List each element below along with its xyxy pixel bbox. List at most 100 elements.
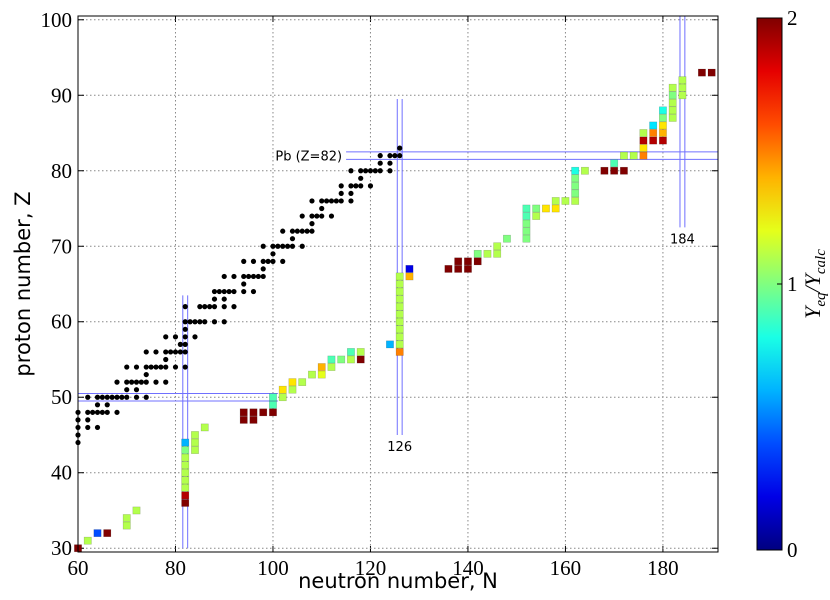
ratio-cell <box>327 363 336 371</box>
ratio-cell <box>386 340 394 349</box>
ratio-cell <box>317 370 326 379</box>
stable-nucleus <box>153 364 159 370</box>
colorbar-tick-label: 1 <box>787 272 798 296</box>
stable-nucleus <box>314 213 320 219</box>
stable-nucleus <box>158 364 164 370</box>
stable-nucleus <box>99 394 105 400</box>
y-tick-label: 60 <box>51 310 72 334</box>
stable-nucleus <box>241 288 247 295</box>
stable-nucleus <box>148 364 154 370</box>
stable-nucleus <box>304 228 310 234</box>
ratio-cell <box>454 265 463 273</box>
stable-nucleus <box>250 258 257 264</box>
ratio-cell <box>356 355 365 364</box>
ratio-cell <box>493 242 502 251</box>
ratio-cell <box>464 257 472 266</box>
y-tick-label: 40 <box>51 461 72 485</box>
stable-nucleus <box>202 319 208 325</box>
stable-nucleus <box>246 273 252 280</box>
stable-nucleus <box>197 319 203 325</box>
stable-nucleus <box>163 379 169 385</box>
ratio-cell <box>600 166 609 175</box>
stable-nucleus <box>109 394 115 400</box>
stable-nucleus <box>85 424 91 431</box>
stable-nucleus <box>85 409 91 415</box>
stable-nucleus <box>182 334 188 340</box>
y-tick-label: 80 <box>51 159 72 183</box>
stable-nucleus <box>338 183 344 189</box>
stable-nucleus <box>182 364 188 370</box>
ratio-cell <box>181 453 190 462</box>
ratio-cell <box>473 257 482 266</box>
ratio-cell <box>395 317 404 326</box>
stable-nucleus <box>260 273 266 280</box>
stable-nucleus <box>319 205 325 212</box>
ratio-cell <box>269 393 277 402</box>
ratio-cell <box>571 189 580 198</box>
ratio-cell <box>707 68 716 77</box>
stable-nucleus <box>328 213 335 219</box>
stable-nucleus <box>172 364 179 370</box>
stable-nucleus <box>392 153 398 159</box>
stable-nucleus <box>197 304 203 310</box>
ratio-cell <box>395 340 404 349</box>
ratio-cell <box>259 408 268 417</box>
ratio-cell <box>122 521 131 530</box>
stable-nucleus <box>177 341 183 347</box>
stable-nucleus <box>387 160 393 166</box>
ratio-cell <box>678 91 687 100</box>
stable-nucleus <box>377 168 383 174</box>
stable-nucleus <box>143 379 149 385</box>
ratio-cell <box>249 416 258 424</box>
ratio-cell <box>405 265 414 273</box>
y-tick-label: 100 <box>41 8 73 32</box>
ratio-cell <box>181 438 190 447</box>
ratio-cell <box>659 114 667 122</box>
ratio-cell <box>522 227 531 235</box>
line-label: 184 <box>670 232 695 247</box>
stable-nucleus <box>124 379 130 385</box>
stable-nucleus <box>250 273 257 280</box>
y-tick-label: 30 <box>51 536 72 560</box>
line-label: Pb (Z=82) <box>275 150 342 165</box>
ratio-cell <box>668 83 677 92</box>
ratio-cell <box>191 438 199 447</box>
ratio-cell <box>551 204 560 213</box>
stable-nucleus <box>104 409 110 415</box>
stable-nucleus <box>124 364 130 370</box>
stable-nucleus <box>138 379 144 385</box>
ratio-cell <box>454 257 463 266</box>
stable-nucleus <box>294 228 300 234</box>
ratio-cell <box>659 121 667 130</box>
ratio-cell <box>668 98 677 107</box>
ratio-cell <box>610 159 619 168</box>
ratio-cell <box>659 106 667 115</box>
stable-nucleus <box>114 394 120 400</box>
stable-nucleus <box>367 168 374 174</box>
stable-nucleus <box>216 288 222 295</box>
ratio-cell <box>269 408 277 417</box>
x-tick-label: 160 <box>550 556 582 580</box>
ratio-cell <box>610 166 619 175</box>
ratio-cell <box>698 68 706 77</box>
stable-nucleus <box>309 213 315 219</box>
stable-nucleus <box>289 228 296 234</box>
ratio-cell <box>181 476 190 485</box>
ratio-cell <box>649 136 658 145</box>
ratio-cell <box>571 197 580 205</box>
ratio-cell <box>395 272 404 281</box>
ratio-cell <box>649 129 658 137</box>
stable-nucleus <box>323 198 330 204</box>
stable-nucleus <box>260 258 266 264</box>
stable-nucleus <box>129 379 135 385</box>
stable-nucleus <box>309 198 315 204</box>
stable-nucleus <box>163 356 169 363</box>
stable-nucleus <box>338 190 344 197</box>
stable-nucleus <box>397 153 403 159</box>
stable-nucleus <box>94 409 101 415</box>
stable-nucleus <box>119 394 125 400</box>
y-axis-label: proton number, Z <box>11 191 35 376</box>
ratio-cell <box>522 212 531 220</box>
stable-nucleus <box>163 364 169 370</box>
stable-nucleus <box>124 394 130 400</box>
